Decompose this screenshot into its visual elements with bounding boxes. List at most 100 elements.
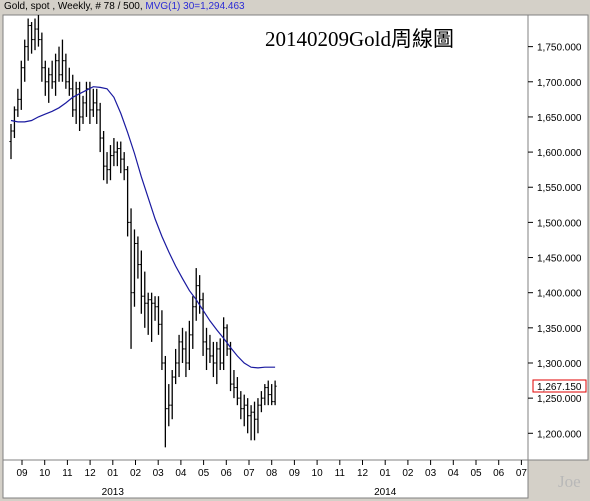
ohlc-bar — [163, 355, 167, 448]
month-tick-label: 02 — [402, 468, 414, 479]
ohlc-bar — [47, 67, 51, 103]
month-tick-label: 07 — [243, 468, 255, 479]
ohlc-bar — [102, 130, 106, 181]
ohlc-bar — [249, 405, 253, 441]
month-tick-label: 04 — [448, 468, 460, 479]
ohlc-bar — [222, 317, 226, 371]
moving-average-line — [10, 86, 276, 369]
ohlc-bar — [139, 250, 143, 314]
ohlc-bar — [29, 22, 34, 54]
ohlc-bar — [60, 39, 65, 82]
month-tick-label: 05 — [198, 468, 210, 479]
ohlc-bar — [153, 296, 157, 321]
ohlc-bar — [170, 370, 174, 420]
price-tick-label: 1,550.000 — [537, 183, 582, 194]
price-axis: 1,750.000 1,700.000 1,650.000 1,600.000 1,55… — [528, 43, 582, 440]
ohlc-bar — [78, 81, 82, 131]
ohlc-bar — [74, 81, 78, 124]
month-tick-label: 09 — [289, 468, 301, 479]
ohlc-bar — [266, 380, 270, 406]
moving-average — [10, 86, 276, 369]
month-tick-label: 03 — [153, 468, 165, 479]
month-tick-label: 05 — [470, 468, 482, 479]
ohlc-bar — [26, 18, 30, 61]
ohlc-bar — [228, 341, 233, 392]
ohlc-bar — [33, 18, 37, 51]
plot-area — [2, 14, 529, 461]
ohlc-bar — [98, 102, 102, 153]
ohlc-bar — [122, 152, 126, 181]
ohlc-bar — [263, 384, 267, 406]
price-tick-label: 1,300.000 — [537, 359, 582, 370]
ohlc-bar — [252, 401, 257, 441]
price-tick-label: 1,250.000 — [537, 394, 582, 405]
ohlc-bar — [64, 53, 68, 89]
ohlc-bar — [273, 380, 277, 406]
header-moving-average-info: MVG(1) 30=1,294.463 — [145, 1, 245, 12]
price-tick-label: 1,500.000 — [537, 218, 582, 229]
month-tick-label: 09 — [16, 468, 28, 479]
ohlc-bar — [208, 334, 212, 363]
ohlc-bar — [270, 384, 274, 406]
ohlc-bar — [43, 60, 47, 96]
ohlc-bar — [50, 60, 54, 89]
month-tick-label: 10 — [39, 468, 51, 479]
time-axis: 09 10 11 12 01 02 03 04 05 06 07 08 09 10 11 12 01 02 03 04… — [16, 460, 527, 498]
chart-header: Gold, spot , Weekly, # 78 / 500, MVG(1) … — [4, 0, 245, 14]
ohlc-bar — [40, 32, 44, 82]
month-tick-label: 11 — [62, 468, 73, 479]
ohlc-bar — [81, 95, 85, 124]
month-tick-label: 06 — [221, 468, 233, 479]
month-tick-label: 02 — [130, 468, 142, 479]
ohlc-bar — [67, 67, 71, 96]
price-tick-label: 1,450.000 — [537, 254, 582, 265]
watermark: Joe — [558, 472, 581, 491]
month-tick-label: 01 — [107, 468, 119, 479]
ohlc-bar — [53, 53, 58, 96]
ohlc-bar — [201, 292, 205, 356]
ohlc-bar — [57, 46, 61, 82]
price-tick-label: 1,650.000 — [537, 113, 582, 124]
ohlc-bar — [204, 327, 209, 371]
ohlc-bar — [9, 123, 13, 160]
ohlc-bar — [187, 320, 191, 371]
price-tick-label: 1,750.000 — [537, 43, 582, 54]
ohlc-bar — [160, 310, 164, 371]
ohlc-bar — [115, 141, 119, 167]
ohlc-bar — [19, 60, 23, 110]
ohlc-bar — [112, 138, 116, 167]
ohlc-bar — [167, 384, 171, 427]
month-tick-label: 06 — [493, 468, 505, 479]
time-axis-panel — [2, 459, 529, 499]
ohlc-bar — [108, 145, 113, 181]
ohlc-bar — [12, 106, 17, 139]
ohlc-bar — [242, 394, 246, 427]
ohlc-bar — [180, 327, 185, 363]
price-tick-label: 1,200.000 — [537, 429, 582, 440]
ohlc-bars — [9, 15, 277, 448]
ohlc-bar — [23, 39, 27, 82]
year-label: 2013 — [102, 487, 125, 498]
ohlc-bar — [150, 292, 154, 342]
ohlc-bar — [177, 334, 181, 378]
ohlc-bar — [71, 74, 75, 117]
ohlc-bar — [132, 229, 137, 307]
last-price-label: 1,267.150 — [537, 382, 582, 393]
month-tick-label: 07 — [516, 468, 528, 479]
chart-title: 20140209Gold周線圖 — [265, 27, 454, 51]
ohlc-bar — [126, 166, 130, 237]
ohlc-bar — [256, 398, 260, 434]
ohlc-bar — [174, 348, 178, 385]
ohlc-bar — [194, 268, 198, 321]
ohlc-bar — [218, 338, 222, 371]
price-tick-label: 1,400.000 — [537, 289, 582, 300]
ohlc-bar — [146, 292, 150, 335]
ohlc-bar — [211, 341, 215, 378]
header-symbol-info: Gold, spot , Weekly, # 78 / 500, — [4, 1, 146, 12]
ohlc-bar — [184, 331, 188, 378]
year-label: 2014 — [374, 487, 397, 498]
month-tick-label: 10 — [312, 468, 324, 479]
ohlc-bar — [129, 208, 133, 349]
ohlc-bar — [95, 88, 99, 124]
